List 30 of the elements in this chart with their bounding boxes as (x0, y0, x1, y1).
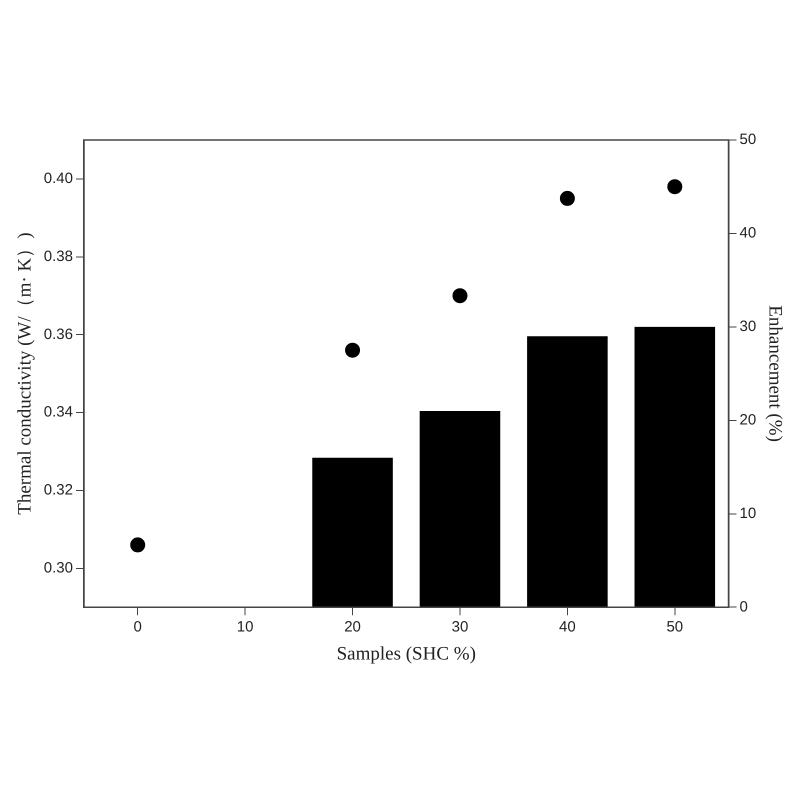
x-axis-title: Samples (SHC %) (336, 644, 476, 665)
y2-tick-label: 20 (740, 411, 756, 428)
y-tick-label: 0.34 (44, 404, 73, 421)
bar (420, 410, 500, 607)
y2-axis-title: Enhancement (%) (764, 305, 786, 442)
y-tick-label: 0.30 (44, 559, 73, 576)
point (560, 190, 575, 206)
y-tick-label: 0.38 (44, 248, 73, 265)
x-tick-label: 40 (559, 618, 576, 636)
y-tick-label: 0.40 (44, 170, 73, 188)
y2-tick-label: 0 (740, 598, 748, 616)
point (130, 537, 146, 552)
x-tick-label: 10 (236, 618, 254, 636)
y2-tick-label: 40 (740, 224, 756, 242)
bar (312, 458, 393, 607)
bar (527, 336, 608, 607)
x-tick-label: 20 (344, 618, 361, 636)
y-tick-label: 0.32 (44, 482, 73, 499)
y-axis-title: Thermal conductivity (W/（m· K）) (14, 232, 36, 515)
point (452, 288, 468, 304)
bar (634, 326, 716, 607)
y2-tick-label: 10 (740, 504, 756, 522)
point (667, 179, 682, 194)
y2-tick-label: 30 (740, 318, 756, 336)
x-tick-label: 50 (666, 618, 684, 636)
point (345, 342, 360, 358)
y2-tick-label: 50 (740, 131, 756, 148)
y-tick-label: 0.36 (44, 326, 73, 343)
x-tick-label: 30 (452, 618, 468, 636)
x-tick-label: 0 (134, 618, 142, 636)
